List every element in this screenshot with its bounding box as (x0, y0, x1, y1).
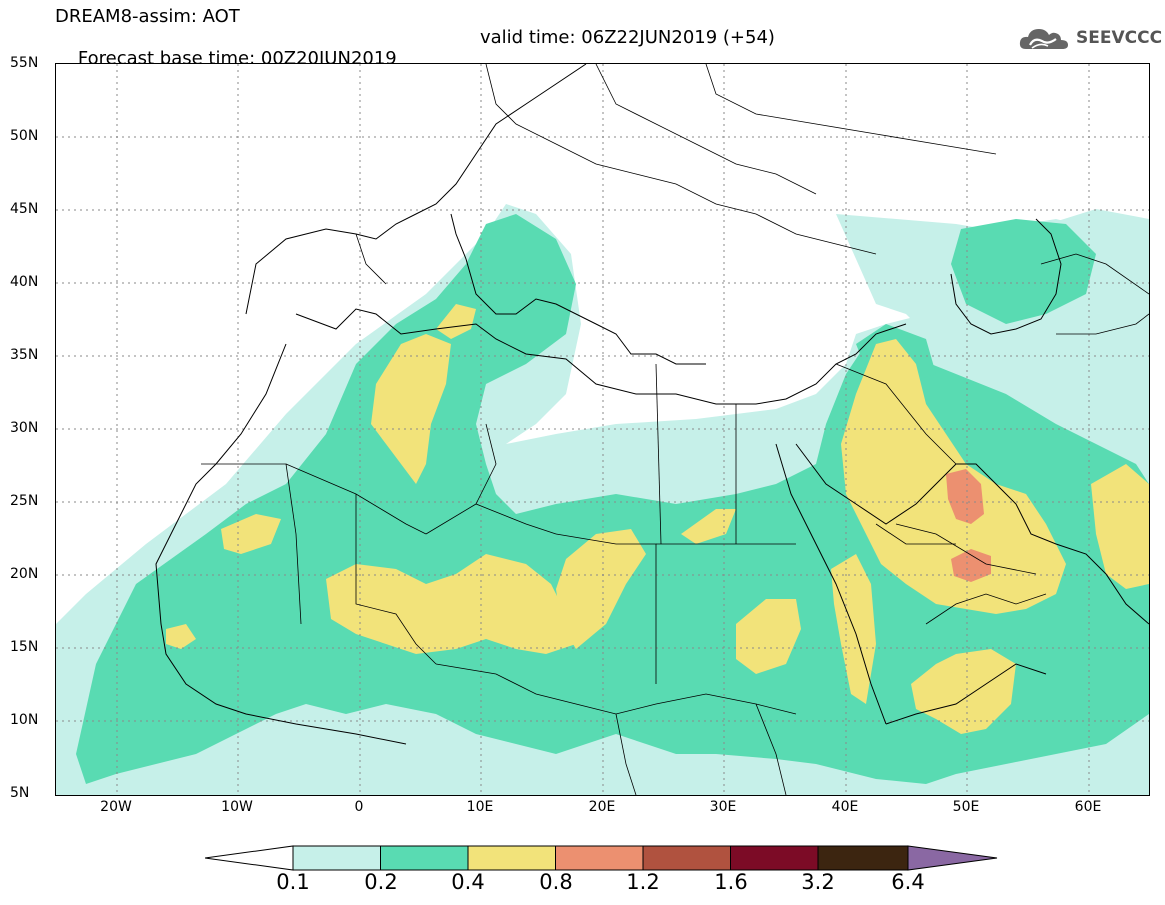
lat-label-40n: 40N (10, 274, 39, 290)
lat-label-30n: 30N (10, 420, 39, 436)
colorbar-label-0.1: 0.1 (276, 870, 310, 894)
colorbar-bin-3 (467, 845, 556, 871)
colorbar-label-0.4: 0.4 (451, 870, 485, 894)
colorbar-bin-4 (555, 845, 644, 871)
colorbar-over (907, 845, 998, 871)
colorbar-under (204, 845, 294, 871)
cloud-icon (1019, 29, 1068, 49)
lon-label-60e: 60E (1074, 799, 1102, 815)
colorbar-label-3.2: 3.2 (801, 870, 835, 894)
lat-label-25n: 25N (10, 493, 39, 509)
lat-label-5n: 5N (10, 785, 30, 801)
borders (201, 64, 1149, 795)
colorbar-label-6.4: 6.4 (891, 870, 925, 894)
colorbar-bin-2 (380, 845, 469, 871)
colorbar-bin-6 (730, 845, 819, 871)
map-title: DREAM8-assim: AOT (55, 6, 240, 27)
aot-region-high-sudan (736, 599, 801, 674)
lon-label-40e: 40E (831, 799, 859, 815)
aot-region-medium-caspian (951, 219, 1096, 324)
lat-label-15n: 15N (10, 639, 39, 655)
colorbar-label-1.6: 1.6 (714, 870, 748, 894)
coastlines (155, 64, 1149, 745)
lat-label-45n: 45N (10, 201, 39, 217)
aot-region-high-eastern (1091, 464, 1149, 589)
aot-region-high-libya (556, 529, 646, 649)
lon-label-20w: 20W (100, 799, 132, 815)
lon-label-50e: 50E (952, 799, 980, 815)
aot-region-high-somalia (911, 649, 1016, 734)
lat-label-50n: 50N (10, 128, 39, 144)
aot-region-high-algeria (371, 334, 451, 484)
colorbar-bin-1 (292, 845, 381, 871)
lon-label-20e: 20E (588, 799, 616, 815)
aot-region-high-tunisia (436, 304, 476, 339)
logo-text: SEEVCCC (1076, 28, 1163, 48)
aot-region-high-sahara (326, 554, 576, 654)
colorbar-bin-7 (817, 845, 909, 871)
colorbar (204, 843, 1000, 873)
colorbar-label-1.2: 1.2 (626, 870, 660, 894)
graticule (56, 64, 1149, 795)
lon-label-10e: 10E (466, 799, 494, 815)
lon-label-10w: 10W (221, 799, 253, 815)
valid-time: valid time: 06Z22JUN2019 (+54) (480, 27, 775, 48)
lat-label-55n: 55N (10, 55, 39, 71)
aot-map (55, 63, 1150, 796)
lat-label-10n: 10N (10, 712, 39, 728)
seevccc-logo: SEEVCCC (1018, 22, 1162, 54)
aot-region-veryhigh-gulf (946, 469, 984, 524)
lat-label-20n: 20N (10, 566, 39, 582)
map-canvas (56, 64, 1149, 795)
lon-label-0: 0 (354, 799, 364, 815)
aot-region-high-mauritania (221, 514, 281, 554)
aot-region-veryhigh-arabia (951, 549, 991, 582)
aot-region-high-egypt (681, 509, 736, 544)
colorbar-label-0.2: 0.2 (364, 870, 398, 894)
lon-label-30e: 30E (709, 799, 737, 815)
aot-region-high-west (166, 624, 196, 649)
lat-label-35n: 35N (10, 347, 39, 363)
colorbar-label-0.8: 0.8 (539, 870, 573, 894)
colorbar-bin-5 (642, 845, 731, 871)
